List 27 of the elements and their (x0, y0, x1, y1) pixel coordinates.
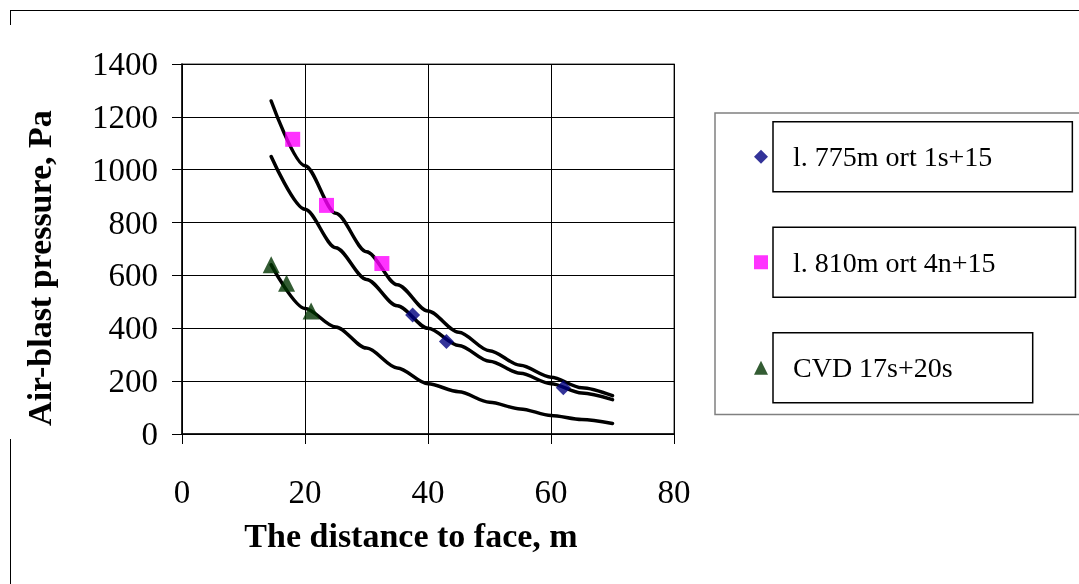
y-tick-label: 1000 (92, 151, 158, 188)
y-tick-label: 800 (108, 204, 158, 241)
point (278, 274, 296, 292)
point (374, 256, 390, 272)
x-tick-label: 60 (534, 473, 568, 510)
point (438, 334, 454, 349)
y-tick-label: 1200 (92, 98, 158, 135)
point (405, 307, 421, 323)
point (285, 131, 301, 147)
y-tick-label: 1400 (92, 46, 158, 82)
legend-label: l. 810m ort 4n+15 (793, 246, 996, 278)
point (302, 302, 320, 320)
y-tick-label: 200 (108, 363, 158, 400)
x-tick-label: 0 (173, 473, 191, 510)
y-tick-label: 0 (141, 416, 158, 452)
y-axis-title: Air-blast pressure, Pa (20, 110, 58, 426)
point (319, 197, 335, 213)
x-tick-label: 80 (657, 473, 691, 510)
legend-label: l. 775m ort 1s+15 (793, 141, 993, 173)
x-tick-label: 20 (288, 473, 322, 510)
legend-label: CVD 17s+20s (793, 352, 953, 384)
point (262, 256, 280, 274)
y-tick-label: 600 (108, 257, 158, 294)
x-axis-title: The distance to face, m (244, 516, 578, 554)
x-tick-label: 40 (411, 473, 445, 510)
y-tick-label: 400 (108, 310, 158, 347)
point (555, 380, 571, 396)
